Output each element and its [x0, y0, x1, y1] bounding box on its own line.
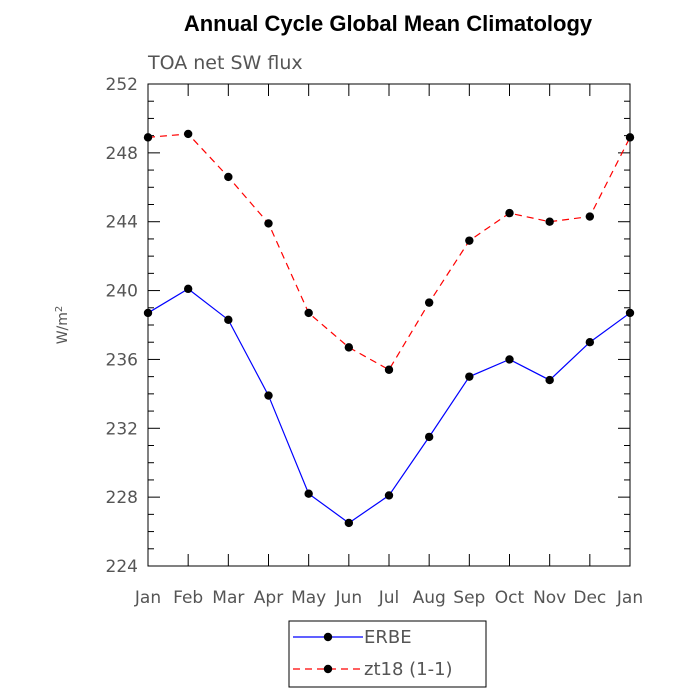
data-point — [384, 365, 394, 374]
y-tick-label: 236 — [106, 350, 138, 370]
data-point — [344, 343, 354, 352]
x-tick-label: Sep — [453, 588, 485, 608]
x-tick-label: Nov — [533, 588, 566, 608]
x-tick-label: Apr — [254, 588, 283, 608]
y-axis-label-superscript: 2 — [54, 306, 65, 312]
y-tick-label: 252 — [106, 75, 138, 95]
legend: ERBE zt18 (1-1) — [288, 620, 487, 688]
data-point — [505, 208, 514, 218]
y-tick-label: 244 — [106, 213, 138, 233]
data-point — [384, 491, 394, 500]
legend-marker — [323, 664, 333, 674]
plot-frame — [147, 83, 631, 567]
data-point — [224, 172, 233, 182]
series-line — [147, 133, 631, 371]
x-tick-label: Jun — [335, 588, 363, 608]
y-tick-label: 224 — [106, 557, 138, 577]
legend-marker — [323, 632, 333, 642]
data-point — [585, 212, 595, 221]
data-point — [304, 308, 313, 318]
series-line — [147, 288, 631, 524]
data-point — [224, 315, 233, 325]
data-point — [344, 518, 354, 528]
legend-box — [288, 620, 487, 688]
x-tick-label: Feb — [173, 588, 203, 608]
data-point — [465, 236, 474, 245]
x-tick-label: May — [291, 588, 326, 608]
data-point — [304, 489, 313, 498]
y-tick-labels: 224 228 232 236 240 244 248 252 — [106, 75, 138, 577]
y-axis-label: W/m2 — [54, 306, 71, 345]
x-tick-label: Oct — [495, 588, 525, 608]
data-point — [465, 372, 474, 381]
legend-label: ERBE — [364, 627, 412, 648]
x-tick-label: Jan — [134, 588, 161, 608]
x-tick-label: Mar — [212, 588, 244, 608]
chart-title: Annual Cycle Global Mean Climatology — [184, 11, 593, 36]
data-point — [424, 432, 434, 442]
y-tick-label: 248 — [106, 144, 138, 164]
series-layer — [143, 129, 635, 528]
y-tick-label: 228 — [106, 488, 138, 508]
data-point — [585, 338, 595, 347]
data-point — [183, 129, 193, 139]
data-point — [505, 355, 514, 364]
data-point — [545, 375, 554, 385]
y-axis-label-text: W/m — [55, 312, 71, 344]
x-tick-label: Dec — [573, 588, 606, 608]
data-point — [545, 217, 554, 226]
data-point — [424, 298, 434, 307]
data-point — [264, 391, 273, 400]
y-tick-label: 240 — [106, 282, 138, 302]
x-tick-label: Aug — [413, 588, 446, 608]
x-tick-label: Jan — [616, 588, 643, 608]
x-tick-label: Jul — [378, 588, 400, 608]
y-tick-label: 232 — [106, 419, 138, 439]
data-point — [183, 284, 193, 294]
legend-label: zt18 (1-1) — [364, 659, 453, 680]
data-point — [264, 219, 273, 228]
chart-subtitle: TOA net SW flux — [147, 52, 303, 74]
x-tick-labels: Jan Feb Mar Apr May Jun Jul Aug Sep Oct Nov Dec Jan — [134, 588, 643, 608]
